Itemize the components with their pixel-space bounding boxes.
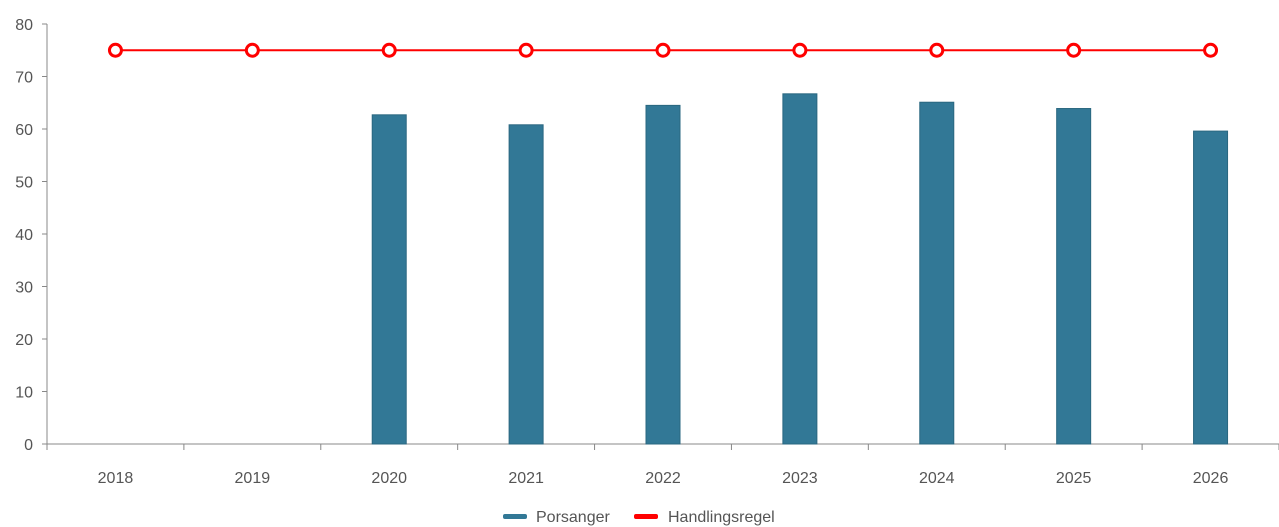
x-axis: 2018 2019 2020 2021 2022 2023 2024 2025 2026 <box>46 443 1279 487</box>
x-tick-label: 2026 <box>1193 470 1229 487</box>
point-handlingsregel-2021 <box>518 42 534 58</box>
y-tick-label: 40 <box>15 227 33 244</box>
x-tick-label: 2025 <box>1056 470 1092 487</box>
y-tick-label: 20 <box>15 332 33 349</box>
point-handlingsregel-2025 <box>1066 42 1082 58</box>
y-tick-label: 80 <box>15 17 33 34</box>
point-handlingsregel-2022 <box>655 42 671 58</box>
legend-swatch-handlingsregel <box>634 514 658 519</box>
line-series <box>107 42 1219 58</box>
point-handlingsregel-2026 <box>1203 42 1219 58</box>
x-tick-label: 2021 <box>508 470 544 487</box>
legend-label-handlingsregel: Handlingsregel <box>668 509 775 526</box>
bar-porsanger-2025 <box>1056 108 1092 445</box>
y-tick-label: 30 <box>15 280 33 297</box>
bar-porsanger-2023 <box>782 93 818 445</box>
x-tick-label: 2019 <box>235 470 271 487</box>
bar-porsanger-2020 <box>371 114 407 445</box>
y-tick-label: 60 <box>15 122 33 139</box>
bar-series <box>371 93 1229 445</box>
bar-porsanger-2022 <box>645 104 681 445</box>
legend: Porsanger Handlingsregel <box>503 509 775 526</box>
legend-label-porsanger: Porsanger <box>536 509 610 526</box>
point-handlingsregel-2019 <box>244 42 260 58</box>
x-tick-label: 2024 <box>919 470 955 487</box>
y-tick-label: 0 <box>24 437 33 454</box>
point-handlingsregel-2020 <box>381 42 397 58</box>
bar-porsanger-2024 <box>919 101 955 445</box>
x-tick-label: 2022 <box>645 470 681 487</box>
y-tick-label: 10 <box>15 385 33 402</box>
legend-swatch-porsanger <box>503 514 527 519</box>
y-tick-label: 50 <box>15 175 33 192</box>
x-tick-label: 2020 <box>371 470 407 487</box>
x-tick-label: 2023 <box>782 470 818 487</box>
y-axis: 0 10 20 30 40 50 60 70 80 <box>15 17 48 454</box>
bar-porsanger-2026 <box>1193 130 1229 445</box>
point-handlingsregel-2024 <box>929 42 945 58</box>
point-handlingsregel-2023 <box>792 42 808 58</box>
x-tick-label: 2018 <box>98 470 134 487</box>
y-tick-label: 70 <box>15 70 33 87</box>
bar-porsanger-2021 <box>508 124 544 445</box>
point-handlingsregel-2018 <box>107 42 123 58</box>
